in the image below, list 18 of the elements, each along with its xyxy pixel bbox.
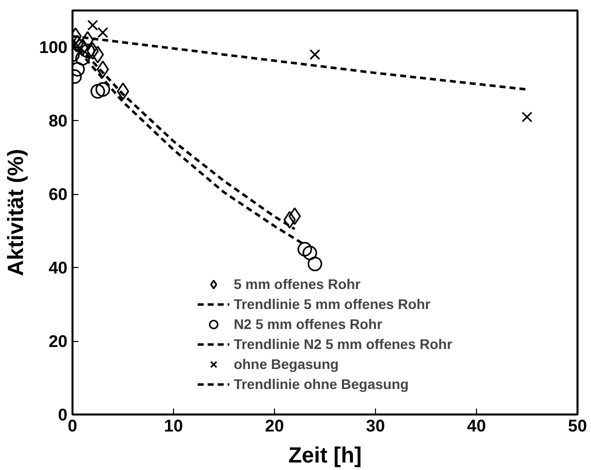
x-tick-label: 20 [265,416,284,436]
legend-label: 5 mm offenes Rohr [234,275,361,294]
y-tick-label: 20 [48,332,68,352]
legend-label: N2 5 mm offenes Rohr [234,315,382,334]
y-axis-title: Aktivität (%) [3,148,28,276]
x-axis-title: Zeit [h] [288,442,362,468]
x-tick-label: 40 [467,416,486,436]
legend-label: Trendlinie N2 5 mm offenes Rohr [234,335,452,354]
x-tick-label: 30 [366,416,385,436]
x-tick-label: 50 [568,416,587,436]
legend-label: Trendlinie ohne Begasung [234,375,409,394]
y-tick-label: 100 [39,38,68,58]
y-tick-label: 40 [48,258,68,278]
legend-label: ohne Begasung [234,355,339,374]
legend-label: Trendlinie 5 mm offenes Rohr [234,295,431,314]
x-tick-label: 10 [164,416,183,436]
y-tick-label: 60 [48,185,68,204]
y-tick-label: 80 [48,112,68,131]
